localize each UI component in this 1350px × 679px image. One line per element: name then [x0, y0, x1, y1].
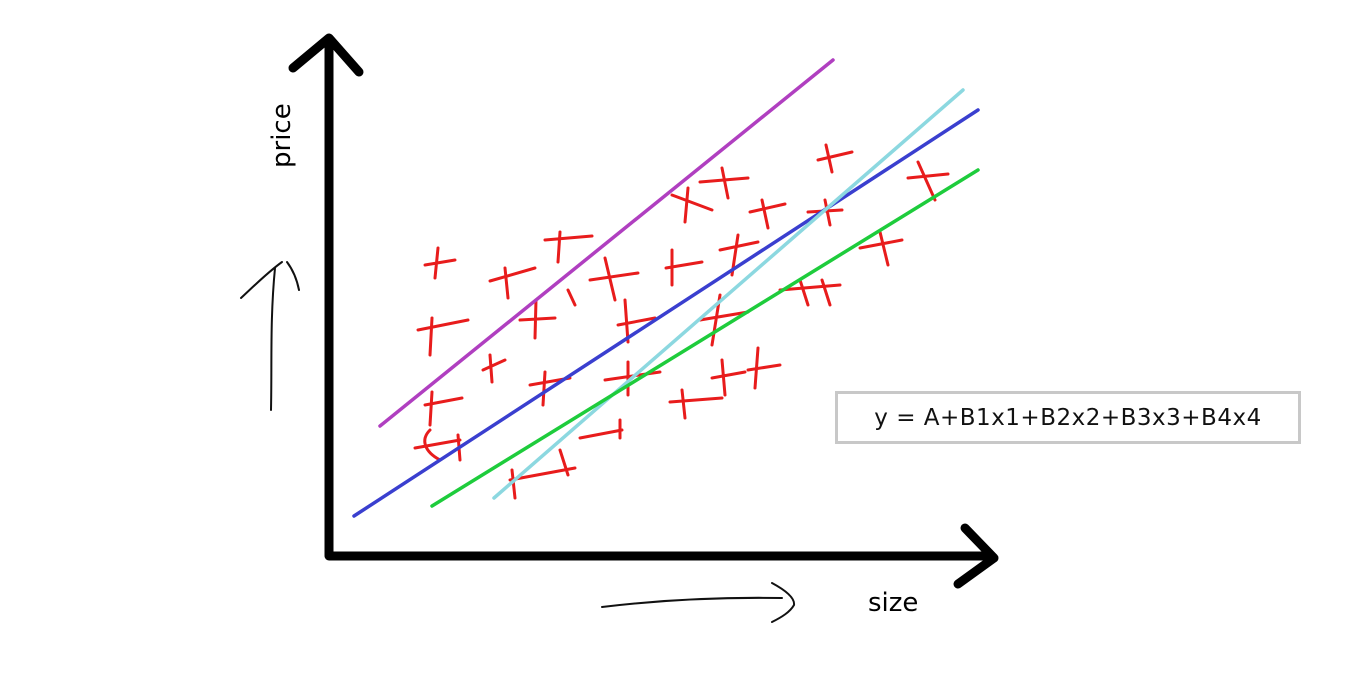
regression-line-cyan	[492, 88, 965, 500]
regression-line-blue	[352, 108, 980, 518]
up-arrow-icon	[240, 261, 300, 411]
data-point	[416, 316, 470, 357]
x-axis-arrowhead	[953, 523, 999, 589]
data-point	[748, 198, 787, 230]
data-points	[413, 143, 950, 500]
y-axis-arrowhead	[288, 33, 364, 77]
data-point	[746, 346, 782, 390]
regression-line-green	[430, 168, 980, 508]
x-axis-label: size	[868, 588, 918, 618]
data-point	[670, 186, 714, 224]
data-point	[566, 288, 577, 307]
data-point	[664, 248, 704, 287]
data-point	[616, 298, 657, 344]
data-point	[481, 353, 507, 384]
data-point	[413, 428, 462, 462]
data-point	[423, 246, 457, 280]
y-axis-label: price	[267, 103, 297, 168]
data-point	[858, 230, 904, 267]
data-point	[778, 278, 842, 307]
data-point	[518, 298, 557, 340]
data-point	[668, 388, 724, 420]
data-point	[906, 160, 950, 202]
equation-box: y = A+B1x1+B2x2+B3x3+B4x4	[835, 391, 1301, 444]
data-point	[698, 166, 750, 200]
axes	[288, 33, 999, 589]
regression-line-purple	[378, 58, 835, 428]
data-point	[588, 256, 640, 302]
data-point	[710, 358, 747, 397]
right-arrow-icon	[601, 582, 796, 623]
regression-equation: y = A+B1x1+B2x2+B3x3+B4x4	[874, 404, 1262, 431]
data-point	[816, 143, 854, 174]
data-point	[578, 418, 624, 440]
data-point	[543, 230, 594, 264]
data-point	[488, 266, 537, 300]
data-point	[423, 390, 464, 427]
data-point	[508, 448, 577, 500]
